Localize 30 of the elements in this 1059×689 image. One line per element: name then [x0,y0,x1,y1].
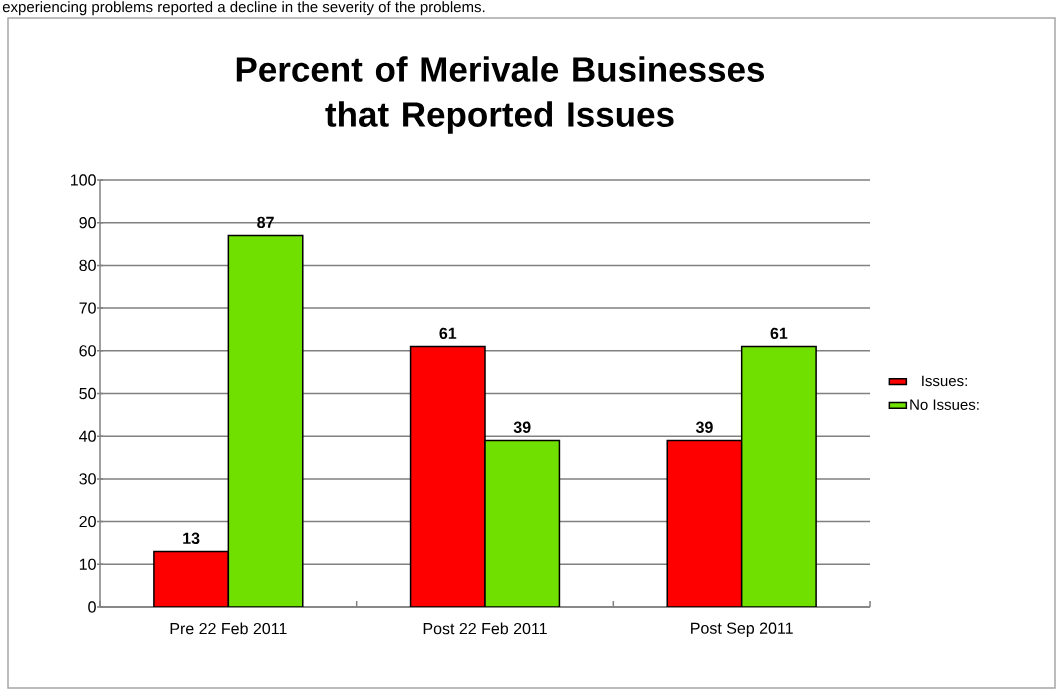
bar [740,345,817,607]
bar [227,234,304,607]
y-tick-label: 70 [79,302,96,314]
x-tick-label: Post 22 Feb 2011 [423,622,547,635]
bar [484,439,561,607]
text: experiencing problems reported a decline in the severity of the problems. [2,1,485,16]
y-tick-label: 0 [88,601,96,613]
y-tick-label: 30 [79,473,96,485]
y-tick-label: 60 [79,345,96,357]
bar [153,550,230,607]
legend-label: Issues: [922,375,967,387]
y-tick-label: 80 [79,259,96,272]
chart-title: Percent of Merivale Businesses that Reported Issues [236,56,765,134]
data-label: 39 [513,421,531,433]
y-tick-label: 20 [79,515,96,528]
y-tick-label: 40 [79,430,96,442]
y-tick-label: 100 [71,174,96,186]
data-label: 61 [770,327,788,340]
data-label: 87 [257,216,274,228]
data-label: 39 [695,421,713,433]
legend-label: No Issues: [910,399,979,410]
x-tick-label: Pre 22 Feb 2011 [170,622,287,635]
data-label: 13 [183,532,200,544]
data-label: 61 [439,327,457,340]
bar [666,439,743,607]
x-tick-label: Post Sep 2011 [691,622,793,638]
y-tick-label: 90 [79,217,96,229]
y-tick-label: 50 [79,387,96,400]
y-tick-label: 10 [79,558,96,570]
bar [409,345,486,607]
